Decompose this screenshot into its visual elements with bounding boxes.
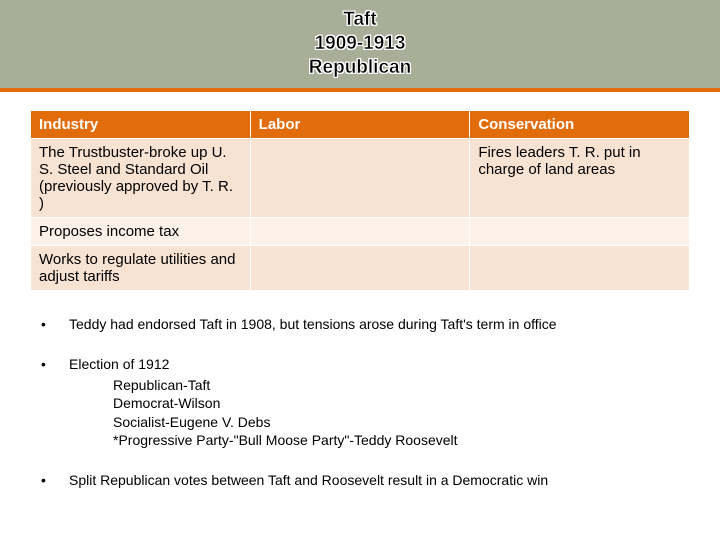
- title-band: Taft 1909-1913 Republican: [0, 0, 720, 92]
- col-header-labor: Labor: [250, 111, 470, 139]
- title-line-2: 1909-1913: [315, 32, 406, 56]
- table-row: Proposes income tax: [31, 218, 690, 246]
- note-text: Election of 1912: [69, 356, 169, 372]
- title-line-1: Taft: [343, 8, 376, 32]
- notes-list: Teddy had endorsed Taft in 1908, but ten…: [35, 315, 685, 450]
- cell-labor: [250, 139, 470, 218]
- cell-labor: [250, 218, 470, 246]
- cell-industry: Proposes income tax: [31, 218, 251, 246]
- cell-labor: [250, 246, 470, 291]
- cell-conservation: [470, 218, 690, 246]
- cell-conservation: Fires leaders T. R. put in charge of lan…: [470, 139, 690, 218]
- list-item: Election of 1912 Republican-Taft Democra…: [35, 355, 685, 449]
- col-header-industry: Industry: [31, 111, 251, 139]
- table-row: Works to regulate utilities and adjust t…: [31, 246, 690, 291]
- sublist-item: Republican-Taft: [113, 376, 685, 394]
- policies-table: Industry Labor Conservation The Trustbus…: [30, 110, 690, 291]
- note-text: Teddy had endorsed Taft in 1908, but ten…: [69, 316, 557, 332]
- title-line-3: Republican: [309, 56, 411, 80]
- cutoff-text: Split Republican votes between Taft and …: [69, 472, 548, 488]
- table-header-row: Industry Labor Conservation: [31, 111, 690, 139]
- note-sublist: Republican-Taft Democrat-Wilson Socialis…: [69, 376, 685, 450]
- sublist-item: *Progressive Party-"Bull Moose Party"-Te…: [113, 431, 685, 449]
- sublist-item: Democrat-Wilson: [113, 394, 685, 412]
- col-header-conservation: Conservation: [470, 111, 690, 139]
- sublist-item: Socialist-Eugene V. Debs: [113, 413, 685, 431]
- cell-industry: The Trustbuster-broke up U. S. Steel and…: [31, 139, 251, 218]
- table-row: The Trustbuster-broke up U. S. Steel and…: [31, 139, 690, 218]
- cell-industry: Works to regulate utilities and adjust t…: [31, 246, 251, 291]
- list-item: Teddy had endorsed Taft in 1908, but ten…: [35, 315, 685, 333]
- cell-conservation: [470, 246, 690, 291]
- cutoff-line: Split Republican votes between Taft and …: [35, 472, 685, 488]
